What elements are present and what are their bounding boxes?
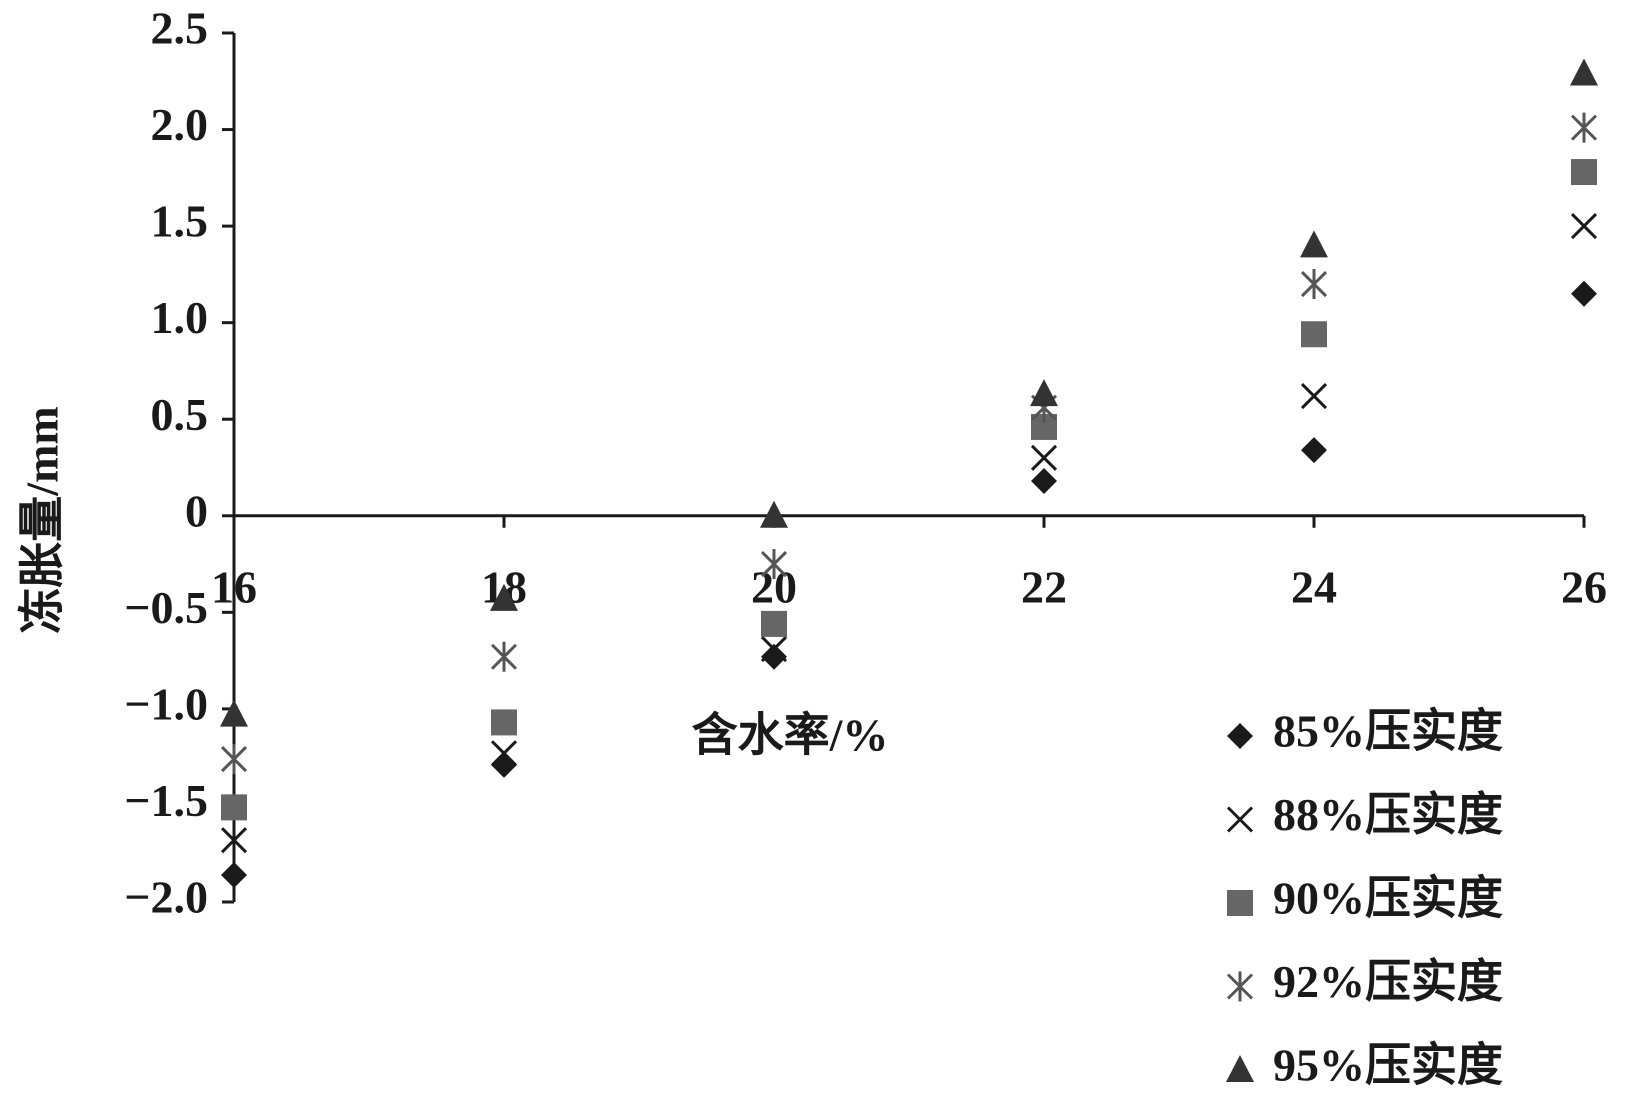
legend-marker — [1226, 806, 1254, 833]
marker — [1300, 230, 1328, 258]
marker — [1571, 159, 1597, 186]
marker — [221, 794, 247, 821]
marker — [220, 744, 248, 775]
y-tick-label: 1.0 — [151, 292, 209, 343]
marker — [1031, 468, 1057, 495]
marker — [490, 641, 518, 672]
marker — [220, 699, 248, 727]
marker — [1571, 280, 1597, 307]
marker — [220, 827, 248, 854]
legend-label: 85%压实度 — [1273, 706, 1503, 757]
legend-marker — [1227, 890, 1253, 916]
marker-stroke — [1226, 806, 1254, 833]
marker — [490, 740, 518, 767]
marker — [491, 709, 517, 736]
x-tick-label: 26 — [1561, 561, 1607, 612]
y-tick-label: 1.5 — [151, 196, 209, 247]
marker-stroke — [490, 740, 518, 767]
legend-marker — [1226, 1055, 1254, 1082]
marker-stroke — [1300, 382, 1328, 410]
marker — [1570, 58, 1598, 86]
legend-label: 92%压实度 — [1273, 956, 1503, 1007]
marker — [1570, 112, 1598, 143]
marker — [761, 610, 787, 637]
y-axis-label: 冻胀量/mm — [17, 406, 68, 633]
marker-stroke — [760, 635, 788, 663]
x-tick-label: 22 — [1021, 561, 1067, 612]
marker — [1030, 444, 1058, 471]
marker — [1301, 321, 1327, 348]
marker — [760, 500, 788, 528]
y-tick-label: 2.0 — [151, 99, 209, 150]
y-tick-label: −1.0 — [124, 678, 208, 729]
marker — [1300, 269, 1328, 300]
marker — [490, 583, 518, 611]
marker — [491, 751, 517, 778]
marker — [760, 635, 788, 663]
y-tick-label: 0.5 — [151, 389, 209, 440]
marker — [1570, 213, 1598, 240]
legend-label: 95%压实度 — [1273, 1040, 1503, 1091]
x-tick-label: 24 — [1291, 561, 1337, 612]
y-tick-label: −2.0 — [124, 872, 208, 923]
legend-label: 90%压实度 — [1273, 873, 1503, 924]
marker — [761, 643, 787, 670]
marker — [760, 549, 788, 580]
legend-label: 88%压实度 — [1273, 789, 1503, 840]
marker-stroke — [220, 827, 248, 854]
marker — [221, 861, 247, 888]
marker — [1300, 382, 1328, 410]
x-tick-label: 16 — [211, 561, 257, 612]
y-tick-label: −0.5 — [124, 582, 208, 633]
legend-marker — [1227, 723, 1253, 749]
y-tick-label: −1.5 — [124, 775, 208, 826]
y-tick-label: 2.5 — [151, 3, 209, 54]
x-axis-label: 含水率/% — [692, 710, 889, 761]
marker-stroke — [1570, 213, 1598, 240]
legend-marker — [1226, 971, 1254, 1002]
y-tick-label: 0 — [185, 485, 208, 536]
marker — [1301, 437, 1327, 464]
marker-stroke — [1030, 444, 1058, 471]
marker — [1030, 379, 1058, 407]
